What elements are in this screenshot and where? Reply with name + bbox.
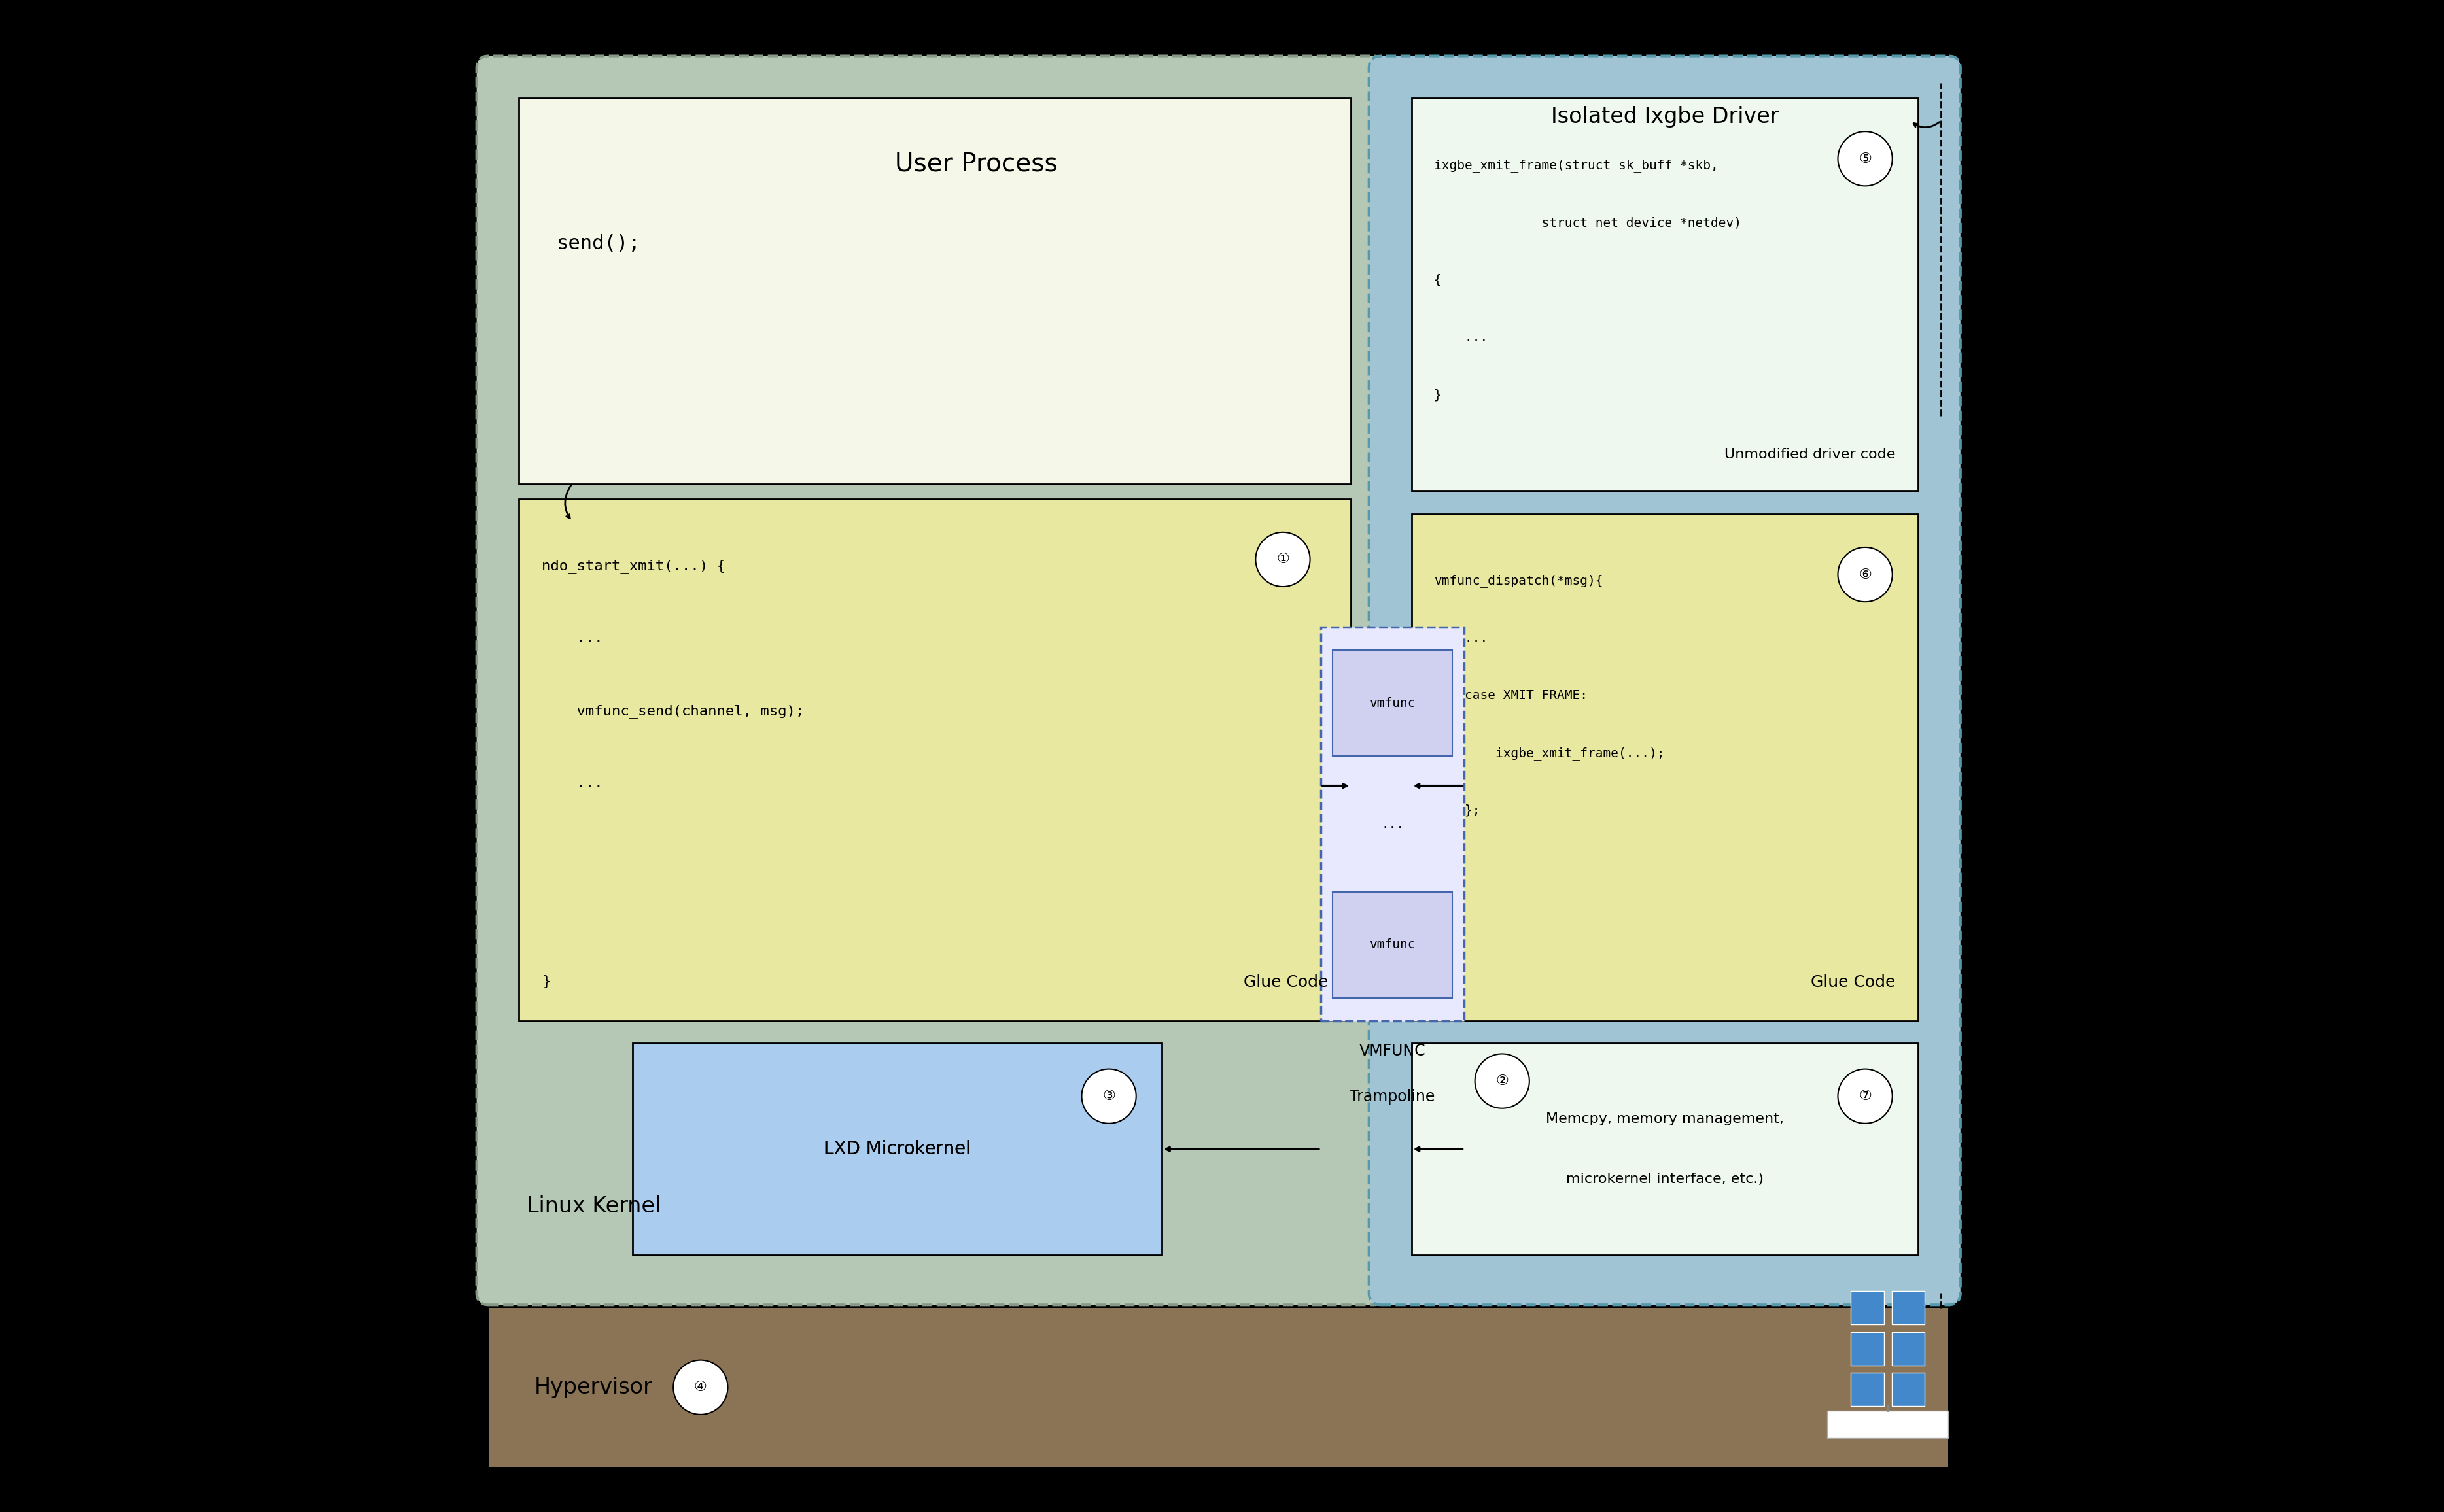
Bar xyxy=(1892,1373,1923,1406)
FancyBboxPatch shape xyxy=(1332,650,1452,756)
Text: ②: ② xyxy=(1496,1075,1508,1087)
Text: ...: ... xyxy=(1435,331,1488,343)
FancyBboxPatch shape xyxy=(633,1043,1161,1255)
Text: ixgbe_xmit_frame(...);: ixgbe_xmit_frame(...); xyxy=(1435,747,1664,761)
Text: Glue Code: Glue Code xyxy=(1811,975,1894,990)
Text: LXD Microkernel: LXD Microkernel xyxy=(824,1140,970,1158)
FancyBboxPatch shape xyxy=(1320,627,1464,1021)
Text: LXD Microkernel: LXD Microkernel xyxy=(824,1140,970,1158)
Text: }: } xyxy=(1435,389,1442,401)
Text: Isolated Ixgbe Driver: Isolated Ixgbe Driver xyxy=(1549,106,1779,127)
Text: struct net_device *netdev): struct net_device *netdev) xyxy=(1435,216,1740,230)
Text: ndo_start_xmit(...) {: ndo_start_xmit(...) { xyxy=(543,559,726,573)
Text: Memcpy, memory management,: Memcpy, memory management, xyxy=(1545,1113,1784,1125)
Text: vmfunc: vmfunc xyxy=(1369,697,1415,709)
FancyBboxPatch shape xyxy=(1410,514,1919,1021)
Bar xyxy=(1850,1291,1884,1325)
Bar xyxy=(1850,1332,1884,1365)
FancyBboxPatch shape xyxy=(518,98,1352,484)
Text: ⑤: ⑤ xyxy=(1857,153,1872,165)
Bar xyxy=(1892,1291,1923,1325)
Circle shape xyxy=(1080,1069,1136,1123)
Text: case XMIT_FRAME:: case XMIT_FRAME: xyxy=(1435,689,1586,702)
Circle shape xyxy=(1256,532,1310,587)
FancyBboxPatch shape xyxy=(518,499,1352,1021)
Text: };: }; xyxy=(1435,804,1479,816)
Text: ③: ③ xyxy=(1102,1090,1114,1102)
Bar xyxy=(489,1308,1948,1467)
Text: ...: ... xyxy=(543,632,604,646)
Bar xyxy=(1892,1332,1923,1365)
Text: vmfunc_dispatch(*msg){: vmfunc_dispatch(*msg){ xyxy=(1435,575,1603,588)
Circle shape xyxy=(1838,132,1892,186)
Text: }: } xyxy=(543,975,550,989)
Circle shape xyxy=(1838,1069,1892,1123)
Text: ...: ... xyxy=(543,777,604,791)
Circle shape xyxy=(1474,1054,1530,1108)
Text: Hypervisor: Hypervisor xyxy=(535,1376,653,1399)
Text: microkernel interface, etc.): microkernel interface, etc.) xyxy=(1567,1173,1762,1185)
Text: ...: ... xyxy=(1381,818,1403,830)
FancyBboxPatch shape xyxy=(1332,892,1452,998)
Text: vmfunc_send(channel, msg);: vmfunc_send(channel, msg); xyxy=(543,705,804,718)
FancyBboxPatch shape xyxy=(1410,98,1919,491)
Bar xyxy=(1850,1373,1884,1406)
Text: Linux Kernel: Linux Kernel xyxy=(525,1196,660,1217)
Text: Glue Code: Glue Code xyxy=(1244,975,1327,990)
FancyBboxPatch shape xyxy=(1410,1043,1919,1255)
Circle shape xyxy=(672,1361,728,1415)
Text: {: { xyxy=(1435,274,1442,286)
Bar xyxy=(1826,1411,1948,1438)
Text: ixgbe_xmit_frame(struct sk_buff *skb,: ixgbe_xmit_frame(struct sk_buff *skb, xyxy=(1435,159,1718,172)
Text: ⑦: ⑦ xyxy=(1857,1090,1872,1102)
Text: vmfunc: vmfunc xyxy=(1369,939,1415,951)
FancyBboxPatch shape xyxy=(477,56,1386,1305)
Text: User Process: User Process xyxy=(895,151,1058,175)
Text: VMFUNC: VMFUNC xyxy=(1359,1043,1425,1058)
Text: Unmodified driver code: Unmodified driver code xyxy=(1723,448,1894,461)
Text: ...: ... xyxy=(1435,632,1488,644)
Text: ④: ④ xyxy=(694,1380,706,1394)
Text: ①: ① xyxy=(1276,553,1288,565)
Text: Trampoline: Trampoline xyxy=(1349,1089,1435,1104)
Circle shape xyxy=(1838,547,1892,602)
Text: send();: send(); xyxy=(557,234,640,254)
FancyBboxPatch shape xyxy=(1369,56,1960,1305)
Text: ⑥: ⑥ xyxy=(1857,569,1872,581)
